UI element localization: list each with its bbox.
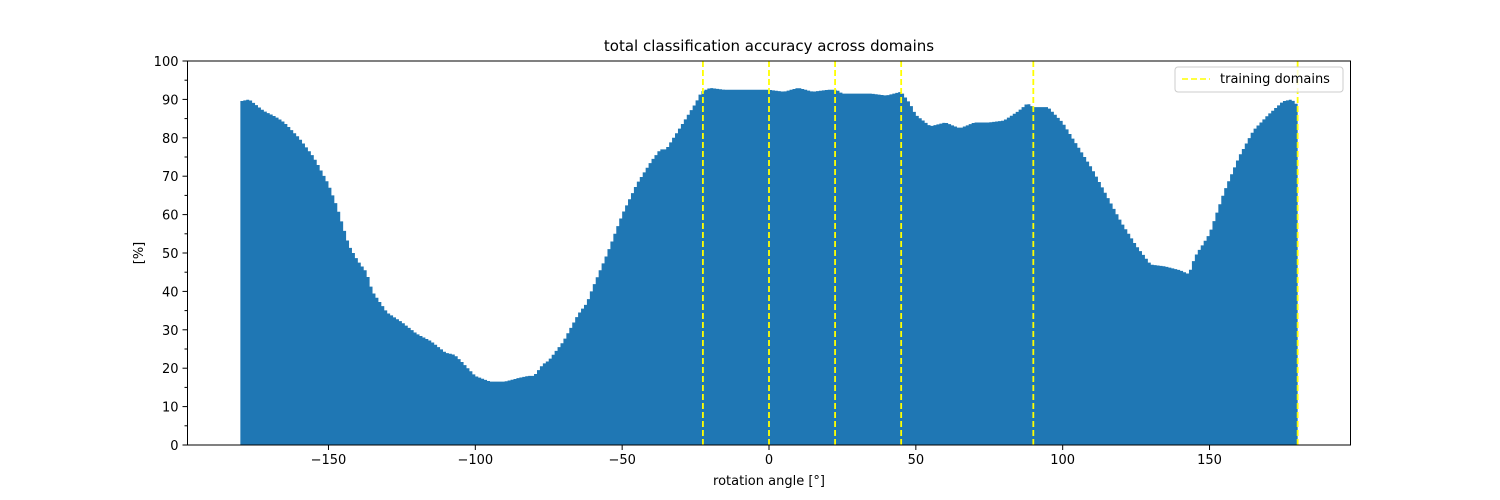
training-domain-lines bbox=[702, 61, 1299, 445]
y-tick-label: 20 bbox=[162, 362, 179, 377]
y-tick-label: 90 bbox=[162, 93, 179, 108]
y-axis-ticks: 0 10 20 30 40 50 60 70 80 90 100 bbox=[154, 55, 188, 454]
y-tick-label: 10 bbox=[162, 401, 179, 416]
x-axis-label: rotation angle [°] bbox=[713, 474, 825, 489]
y-tick-label: 40 bbox=[162, 285, 179, 300]
legend: training domains bbox=[1174, 66, 1344, 93]
x-tick-label: −50 bbox=[608, 453, 635, 468]
x-tick-label: 50 bbox=[908, 453, 925, 468]
y-tick-label: 30 bbox=[162, 324, 179, 339]
y-axis-label: [%] bbox=[132, 242, 147, 265]
x-tick-label: −100 bbox=[457, 453, 493, 468]
x-tick-label: −150 bbox=[311, 453, 347, 468]
y-tick-label: 0 bbox=[170, 439, 178, 454]
x-tick-label: 100 bbox=[1050, 453, 1075, 468]
chart-title: total classification accuracy across dom… bbox=[604, 37, 934, 55]
histogram-bar-area bbox=[240, 88, 1298, 445]
histogram-bars bbox=[240, 88, 1298, 445]
x-tick-label: 150 bbox=[1197, 453, 1222, 468]
y-tick-label: 100 bbox=[154, 55, 179, 70]
x-axis-ticks: −150 −100 −50 0 50 100 150 bbox=[311, 445, 1222, 468]
y-tick-label: 50 bbox=[162, 247, 179, 262]
legend-label: training domains bbox=[1220, 72, 1330, 87]
y-tick-label: 60 bbox=[162, 209, 179, 224]
legend-box bbox=[1174, 66, 1344, 93]
x-tick-label: 0 bbox=[765, 453, 773, 468]
y-tick-label: 80 bbox=[162, 132, 179, 147]
y-tick-label: 70 bbox=[162, 170, 179, 185]
